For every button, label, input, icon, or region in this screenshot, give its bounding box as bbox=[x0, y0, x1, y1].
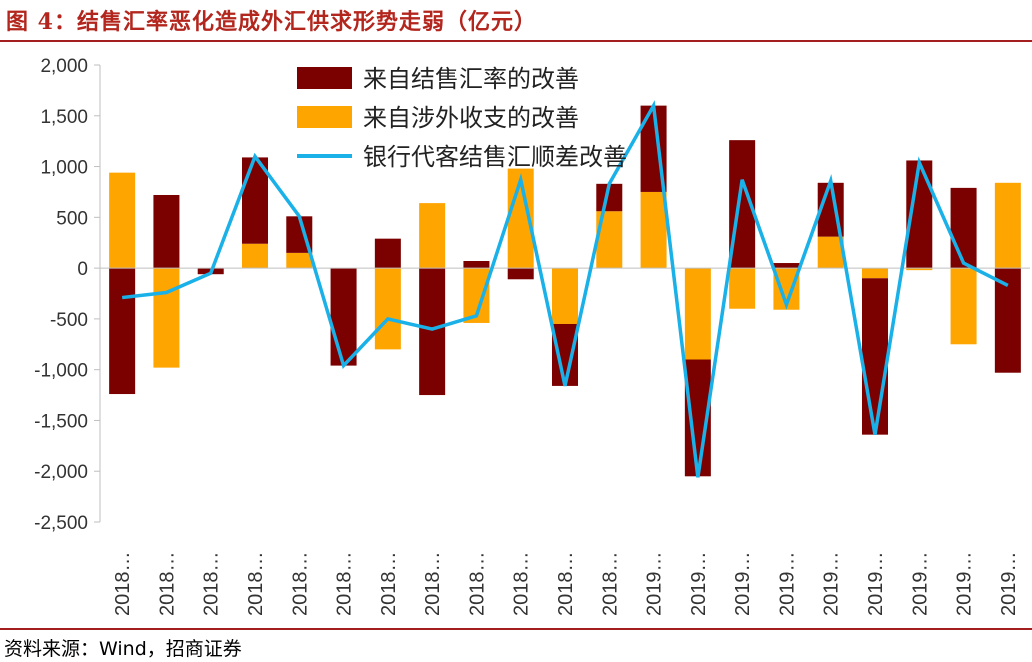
x-tick-label: 2019… bbox=[954, 552, 976, 617]
y-tick-label: -1,500 bbox=[34, 411, 88, 432]
bar-rate bbox=[773, 263, 800, 269]
x-tick-label: 2018… bbox=[599, 552, 621, 617]
bar-rate bbox=[109, 268, 136, 395]
y-tick-label: -500 bbox=[50, 310, 88, 331]
bar-trade bbox=[640, 191, 667, 269]
y-tick-label: -1,000 bbox=[34, 361, 88, 382]
legend-label: 来自结售汇率的改善 bbox=[363, 65, 579, 93]
bar-rate bbox=[374, 238, 401, 269]
footer-divider bbox=[0, 628, 1032, 630]
x-tick-label: 2018… bbox=[334, 552, 356, 617]
bar-trade bbox=[684, 268, 711, 360]
x-tick-label: 2018… bbox=[422, 552, 444, 617]
bar-trade bbox=[374, 268, 401, 350]
y-tick-label: -2,500 bbox=[34, 513, 88, 534]
x-tick-label: 2019… bbox=[865, 552, 887, 617]
chart-title: 图 4：结售汇率恶化造成外汇供求形势走弱（亿元） bbox=[6, 9, 537, 35]
bar-trade bbox=[286, 252, 313, 269]
x-tick-label: 2019… bbox=[644, 552, 666, 617]
bar-rate bbox=[330, 268, 357, 366]
x-tick-label: 2019… bbox=[821, 552, 843, 617]
x-tick-label: 2018… bbox=[245, 552, 267, 617]
x-tick-label: 2018… bbox=[289, 552, 311, 617]
legend-swatch-trade bbox=[297, 106, 352, 128]
y-tick-label: 0 bbox=[77, 259, 88, 280]
y-tick-label: -2,000 bbox=[34, 462, 88, 483]
bar-trade bbox=[729, 268, 756, 309]
bar-rate bbox=[242, 157, 268, 244]
bar-trade bbox=[817, 236, 844, 269]
bar-rate bbox=[862, 278, 888, 435]
bar-rate bbox=[463, 261, 490, 269]
bar-trade bbox=[994, 182, 1021, 269]
y-tick-label: 1,000 bbox=[40, 158, 88, 179]
bar-trade bbox=[153, 268, 180, 368]
legend-label: 银行代客结售汇顺差改善 bbox=[363, 143, 627, 171]
bar-trade bbox=[950, 268, 977, 345]
bar-rate bbox=[419, 268, 446, 396]
x-tick-label: 2019… bbox=[688, 552, 710, 617]
x-tick-label: 2018… bbox=[378, 552, 400, 617]
x-tick-label: 2018… bbox=[112, 552, 134, 617]
x-tick-label: 2018… bbox=[466, 552, 488, 617]
x-tick-label: 2018… bbox=[201, 552, 223, 617]
bar-trade bbox=[419, 203, 446, 269]
x-tick-label: 2019… bbox=[909, 552, 931, 617]
bar-trade bbox=[242, 243, 268, 269]
bar-rate bbox=[950, 187, 977, 269]
x-tick-label: 2019… bbox=[776, 552, 798, 617]
bar-rate bbox=[994, 268, 1021, 373]
bar-rate bbox=[507, 268, 534, 280]
y-tick-label: 1,500 bbox=[40, 107, 88, 128]
bar-trade bbox=[109, 172, 136, 269]
x-tick-label: 2019… bbox=[998, 551, 1020, 616]
x-tick-label: 2018… bbox=[156, 552, 178, 617]
legend-swatch-rate bbox=[297, 67, 352, 89]
legend-label: 来自涉外收支的改善 bbox=[363, 104, 579, 132]
title-divider bbox=[0, 40, 1032, 42]
source-note: 资料来源：Wind，招商证券 bbox=[4, 638, 242, 660]
x-tick-label: 2019… bbox=[732, 552, 754, 617]
bar-rate bbox=[153, 194, 180, 269]
x-tick-label: 2018… bbox=[555, 552, 577, 617]
bar-trade bbox=[552, 268, 578, 324]
bar-trade bbox=[906, 268, 933, 271]
y-tick-label: 2,000 bbox=[40, 56, 88, 77]
x-tick-label: 2018… bbox=[511, 552, 533, 617]
y-tick-label: 500 bbox=[56, 208, 88, 229]
bar-trade bbox=[862, 268, 888, 279]
bar-rate bbox=[552, 323, 578, 386]
